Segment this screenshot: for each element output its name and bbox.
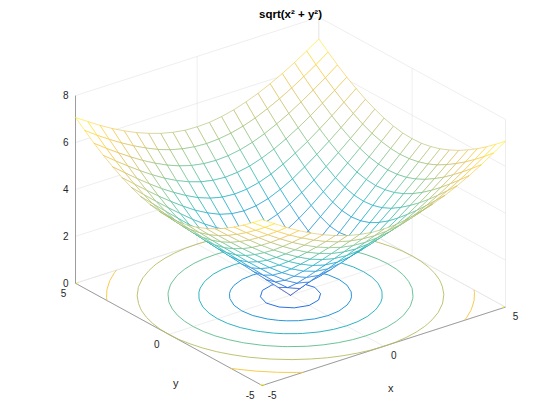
- svg-text:-5: -5: [246, 390, 255, 401]
- svg-text:0: 0: [391, 350, 397, 361]
- svg-text:5: 5: [61, 288, 67, 299]
- svg-text:5: 5: [513, 311, 519, 322]
- svg-text:6: 6: [63, 137, 69, 148]
- svg-text:x: x: [388, 382, 394, 394]
- svg-text:8: 8: [63, 90, 69, 101]
- svg-text:sqrt(x² + y²): sqrt(x² + y²): [259, 8, 322, 20]
- svg-text:2: 2: [63, 231, 69, 242]
- svg-text:y: y: [173, 377, 179, 389]
- svg-text:0: 0: [154, 339, 160, 350]
- svg-text:4: 4: [63, 184, 69, 195]
- svg-text:0: 0: [62, 277, 69, 289]
- svg-text:-5: -5: [268, 390, 277, 401]
